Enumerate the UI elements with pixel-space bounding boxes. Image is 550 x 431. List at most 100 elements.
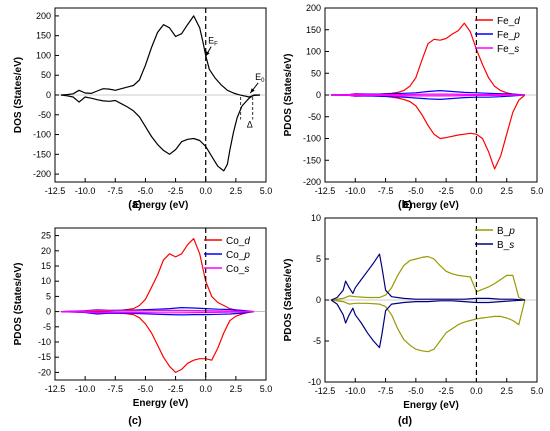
legend-label-base: B_ — [497, 240, 510, 251]
y-tick-label: 150 — [306, 25, 321, 35]
x-axis-label: Energy (eV) — [403, 400, 459, 411]
legend-label: B_s — [497, 240, 514, 251]
panel-caption: (d) — [398, 415, 412, 427]
x-tick-label: 0.0 — [470, 386, 483, 396]
annotation-main: Δ — [247, 119, 253, 129]
legend-label: Fe_d — [497, 16, 520, 27]
legend-label: Co_p — [226, 250, 250, 261]
y-tick-label: 50 — [41, 70, 51, 80]
legend-label: Fe_p — [497, 30, 520, 41]
y-axis-label: PDOS (States/eV) — [13, 263, 24, 346]
y-tick-label: -5 — [43, 322, 51, 332]
x-tick-label: -7.5 — [378, 186, 394, 196]
x-tick-label: -12.5 — [315, 186, 336, 196]
legend-label-orbital: d — [514, 16, 520, 27]
annotation-label: E0 — [255, 72, 265, 84]
y-tick-label: 0 — [46, 90, 51, 100]
series-line-Co_d-1 — [60, 311, 254, 373]
y-tick-label: -20 — [38, 367, 51, 377]
series-line-B_s-2 — [330, 253, 525, 301]
y-tick-label: -100 — [33, 130, 51, 140]
x-tick-label: -10.0 — [75, 384, 96, 394]
x-tick-label: -2.5 — [438, 386, 454, 396]
annotation-main: E — [255, 72, 261, 82]
x-tick-label: 2.5 — [500, 386, 513, 396]
annotation-arrowhead — [205, 51, 210, 57]
x-tick-label: 2.5 — [230, 186, 243, 196]
legend-label: Co_d — [226, 236, 250, 247]
panel-caption: (a) — [128, 199, 142, 211]
x-tick-label: -10.0 — [345, 186, 366, 196]
x-axis-label: Energy (eV) — [133, 200, 189, 211]
y-tick-label: 5 — [316, 254, 321, 264]
y-tick-label: 150 — [36, 31, 51, 41]
x-tick-label: 5.0 — [260, 384, 273, 394]
panel-a: -12.5 -10.0 -7.5 -5.0 -2.5 0.0 2.5 5.0 -200 -150 -… — [13, 7, 273, 211]
annotation-main: E — [208, 36, 214, 46]
x-tick-label: -5.0 — [138, 384, 154, 394]
legend-label-orbital: s — [514, 44, 519, 55]
legend-label-base: Co_ — [226, 250, 245, 261]
x-tick-label: -5.0 — [138, 186, 154, 196]
annotation-arrowhead — [250, 88, 255, 94]
legend-label-base: Fe_ — [497, 16, 515, 27]
legend-label-base: B_ — [497, 226, 510, 237]
y-tick-label: -50 — [38, 110, 51, 120]
y-tick-label: 50 — [311, 68, 321, 78]
x-tick-label: -12.5 — [45, 384, 66, 394]
panel-c: -12.5 -10.0 -7.5 -5.0 -2.5 0.0 2.5 5.0 -20 -15 -10… — [13, 227, 273, 427]
x-tick-label: -5.0 — [408, 386, 424, 396]
y-axis-label: DOS (States/eV) — [13, 57, 24, 133]
legend-label: Co_s — [226, 264, 249, 275]
x-tick-label: 2.5 — [500, 186, 513, 196]
series-line-Co_s-5 — [60, 311, 254, 314]
series-line-dos-1 — [60, 94, 260, 172]
series-line-Fe_d-1 — [331, 94, 526, 170]
series-line-B_s-3 — [330, 299, 525, 349]
x-tick-label: -12.5 — [315, 386, 336, 396]
series-line-Fe_d-0 — [331, 22, 525, 96]
x-tick-label: 0.0 — [470, 186, 483, 196]
legend-label: Fe_s — [497, 44, 519, 55]
legend-label-orbital: s — [509, 240, 514, 251]
y-axis-label: PDOS (States/eV) — [283, 259, 294, 342]
y-tick-label: 100 — [36, 50, 51, 60]
series-line-Co_s-4 — [60, 309, 254, 313]
x-axis-label: Energy (eV) — [403, 200, 459, 211]
y-tick-label: 200 — [36, 11, 51, 21]
x-tick-label: 5.0 — [260, 186, 273, 196]
series-line-B_p-1 — [331, 299, 526, 353]
legend-label: B_p — [497, 226, 515, 237]
legend-label-base: Co_ — [226, 236, 245, 247]
x-tick-label: -12.5 — [45, 186, 66, 196]
series-line-B_p-0 — [331, 255, 526, 301]
y-tick-label: 20 — [41, 246, 51, 256]
y-tick-label: 100 — [306, 47, 321, 57]
y-tick-label: -15 — [38, 352, 51, 362]
y-tick-label: -150 — [33, 149, 51, 159]
y-tick-label: -200 — [33, 169, 51, 179]
y-tick-label: 25 — [41, 231, 51, 241]
x-tick-label: -2.5 — [438, 186, 454, 196]
legend-label-orbital: p — [513, 30, 520, 41]
x-tick-label: -2.5 — [168, 384, 184, 394]
y-tick-label: -100 — [303, 134, 321, 144]
y-axis-label: PDOS (States/eV) — [283, 54, 294, 137]
y-tick-label: 0 — [46, 307, 51, 317]
panel-d: -12.5 -10.0 -7.5 -5.0 -2.5 0.0 2.5 5.0 -10 -5 0 5 10… — [283, 213, 543, 427]
x-tick-label: -5.0 — [408, 186, 424, 196]
x-tick-label: -10.0 — [345, 386, 366, 396]
x-tick-label: 5.0 — [531, 386, 544, 396]
legend-label-base: Fe_ — [497, 44, 515, 55]
legend-label-orbital: s — [244, 264, 249, 275]
series-line-Fe_s-4 — [331, 93, 525, 96]
x-axis-label: Energy (eV) — [133, 398, 189, 409]
x-tick-label: -2.5 — [168, 186, 184, 196]
y-tick-label: 200 — [306, 3, 321, 13]
y-tick-label: 10 — [41, 276, 51, 286]
y-tick-label: -50 — [308, 112, 321, 122]
panel-b: -12.5 -10.0 -7.5 -5.0 -2.5 0.0 2.5 5.0 -200 -150 -… — [283, 3, 543, 211]
series-line-dos-0 — [60, 15, 261, 98]
y-tick-label: 0 — [316, 295, 321, 305]
